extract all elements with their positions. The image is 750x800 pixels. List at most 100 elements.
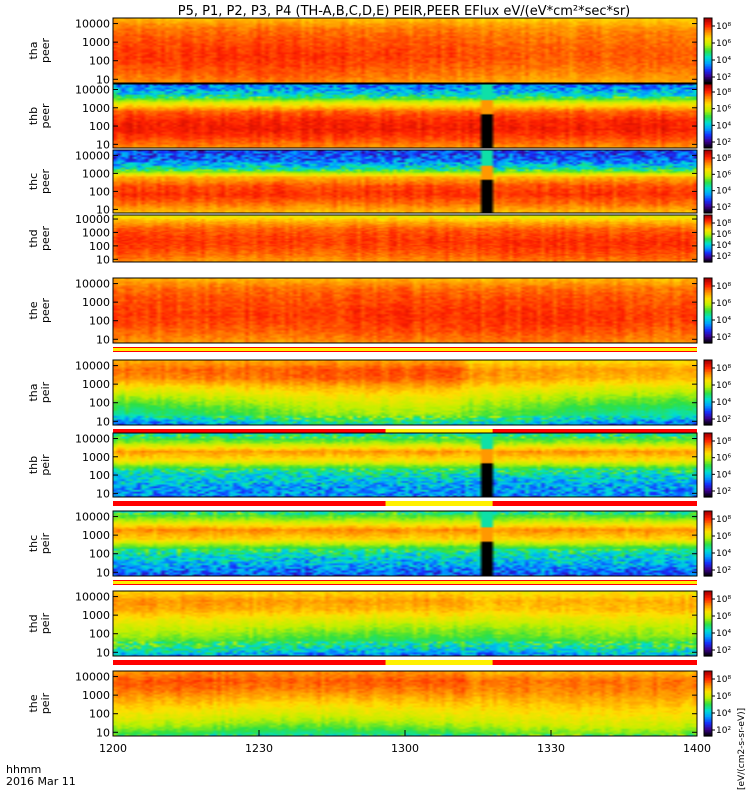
y-tick-label: 100 bbox=[89, 708, 110, 721]
colorbar-tick-label: 10⁶ bbox=[716, 105, 731, 115]
colorbar-tick-label: 10² bbox=[716, 487, 731, 497]
colorbar-tick-label: 10⁸ bbox=[716, 595, 731, 605]
y-tick-label: 1000 bbox=[82, 451, 110, 464]
y-tick-label: 10 bbox=[96, 333, 110, 346]
y-tick-label: 10000 bbox=[75, 83, 110, 96]
panel-frame bbox=[112, 510, 698, 577]
y-tick-label: 10 bbox=[96, 566, 110, 579]
colorbar-tick-label: 10⁸ bbox=[716, 282, 731, 292]
y-tick-label: 10000 bbox=[75, 671, 110, 684]
colorbar-tick-label: 10⁶ bbox=[716, 532, 731, 542]
colorbar-tick-label: 10² bbox=[716, 726, 731, 736]
panel-label: thapeer bbox=[27, 38, 52, 64]
colorbar-tick-label: 10⁴ bbox=[716, 121, 731, 131]
colorbar: 10⁸ 10⁶ 10⁴ 10² bbox=[703, 510, 731, 577]
y-tick-label: 1000 bbox=[82, 102, 110, 115]
colorbar-unit-label: [eV/(cm2-s-sr-eV)] bbox=[737, 708, 747, 790]
flag-bar bbox=[113, 501, 697, 506]
colorbar-tick-label: 10⁴ bbox=[716, 549, 731, 559]
colorbar-tick-label: 10⁸ bbox=[716, 88, 731, 98]
y-tick-label: 10 bbox=[96, 253, 110, 266]
y-tick-label: 1000 bbox=[82, 36, 110, 49]
y-tick-label: 100 bbox=[89, 240, 110, 253]
colorbar-tick-label: 10⁸ bbox=[716, 675, 731, 685]
y-tick-label: 100 bbox=[89, 185, 110, 198]
colorbar-tick-label: 10⁴ bbox=[716, 56, 731, 66]
colorbar-tick-label: 10² bbox=[716, 566, 731, 576]
colorbar-tick-label: 10⁶ bbox=[716, 230, 731, 240]
colorbar-tick-label: 10² bbox=[716, 415, 731, 425]
colorbar-tick-label: 10² bbox=[716, 138, 731, 148]
panel-thb-peir: 10000 1000 100 10 thbpeir 10⁸ 10⁶ 10⁴ 10² bbox=[27, 432, 731, 506]
spectrogram-image bbox=[113, 511, 697, 576]
flag-bar bbox=[113, 429, 697, 434]
colorbar-tick-label: 10⁴ bbox=[716, 709, 731, 719]
x-tick-label: 1400 bbox=[683, 742, 711, 755]
y-tick-label: 10000 bbox=[75, 432, 110, 445]
panel-label: thapeir bbox=[27, 381, 52, 403]
colorbar-tick-label: 10² bbox=[716, 333, 731, 343]
figure-title: P5, P1, P2, P3, P4 (TH-A,B,C,D,E) PEIR,P… bbox=[178, 4, 631, 19]
colorbar-tick-label: 10² bbox=[716, 203, 731, 213]
x-tick-label: 1300 bbox=[391, 742, 419, 755]
y-tick-label: 100 bbox=[89, 397, 110, 410]
panel-label: thbpeer bbox=[27, 103, 52, 129]
spectrogram-image bbox=[113, 150, 697, 213]
colorbar-tick-label: 10⁸ bbox=[716, 154, 731, 164]
y-tick-label: 100 bbox=[89, 469, 110, 482]
x-tick-label: 1330 bbox=[537, 742, 565, 755]
colorbar-tick-label: 10² bbox=[716, 252, 731, 262]
y-tick-label: 10000 bbox=[75, 591, 110, 604]
panel-thb-peer: 10000 1000 100 10 thbpeer 10⁸ 10⁶ 10⁴ 10² bbox=[27, 83, 731, 151]
colorbar-tick-label: 10⁶ bbox=[716, 612, 731, 622]
panel-frame bbox=[112, 214, 698, 263]
colorbar-tick-label: 10⁸ bbox=[716, 515, 731, 525]
panels: 10000100010010thapeer10⁸10⁶10⁴10²1000010… bbox=[27, 17, 731, 739]
panel-frame bbox=[112, 277, 698, 344]
spectrogram-image bbox=[113, 18, 697, 83]
panel-thd-peir: 10000 1000 100 10 thdpeir 10⁸ 10⁶ 10⁴ 10² bbox=[27, 590, 731, 665]
colorbar-tick-label: 10² bbox=[716, 646, 731, 656]
flag-bar bbox=[113, 660, 697, 665]
colorbar-tick-label: 10⁶ bbox=[716, 454, 731, 464]
y-tick-label: 10 bbox=[96, 415, 110, 428]
panel-label: thcpeer bbox=[27, 169, 52, 195]
y-tick-label: 10000 bbox=[75, 360, 110, 373]
x-tick-label: 1230 bbox=[245, 742, 273, 755]
y-tick-label: 10000 bbox=[75, 149, 110, 162]
colorbar-tick-label: 10⁸ bbox=[716, 22, 731, 32]
y-tick-label: 1000 bbox=[82, 378, 110, 391]
colorbar-tick-label: 10⁸ bbox=[716, 437, 731, 447]
y-tick-label: 100 bbox=[89, 315, 110, 328]
colorbar-tick-label: 10⁴ bbox=[716, 187, 731, 197]
panel-the-peir: 10000 1000 100 10 thepeir 10⁸ 10⁶ 10⁴ 10² bbox=[27, 670, 731, 739]
panel-label: thepeir bbox=[27, 692, 52, 714]
y-tick-label: 1000 bbox=[82, 296, 110, 309]
time-axis: 1200 1230 1300 1330 1400 bbox=[99, 730, 711, 755]
flag-bar bbox=[113, 580, 697, 585]
panel-label: thbpeir bbox=[27, 454, 52, 476]
panel-thc-peir: 10000 1000 100 10 thcpeir 10⁸ 10⁶ 10⁴ 10² bbox=[27, 510, 731, 585]
y-tick-label: 1000 bbox=[82, 529, 110, 542]
y-tick-label: 10000 bbox=[75, 278, 110, 291]
panel-tha-peer: 10000 1000 100 10 thapeer 10⁸ 10⁶ 10⁴ 10² bbox=[27, 17, 731, 86]
spectrogram-image bbox=[113, 215, 697, 262]
panel-tha-peir: 10000 1000 100 10 thapeir 10⁸ 10⁶ 10⁴ 10² bbox=[27, 359, 731, 434]
colorbar-tick-label: 10⁸ bbox=[716, 364, 731, 374]
panel-frame bbox=[112, 17, 698, 84]
y-tick-label: 10 bbox=[96, 726, 110, 739]
y-tick-label: 10 bbox=[96, 138, 110, 151]
panel-label: thcpeir bbox=[27, 532, 52, 554]
y-tick-label: 10 bbox=[96, 203, 110, 216]
date-label: 2016 Mar 11 bbox=[6, 775, 76, 788]
y-tick-label: 1000 bbox=[82, 226, 110, 239]
y-tick-label: 10000 bbox=[75, 213, 110, 226]
y-tick-label: 100 bbox=[89, 628, 110, 641]
y-tick-label: 10 bbox=[96, 646, 110, 659]
